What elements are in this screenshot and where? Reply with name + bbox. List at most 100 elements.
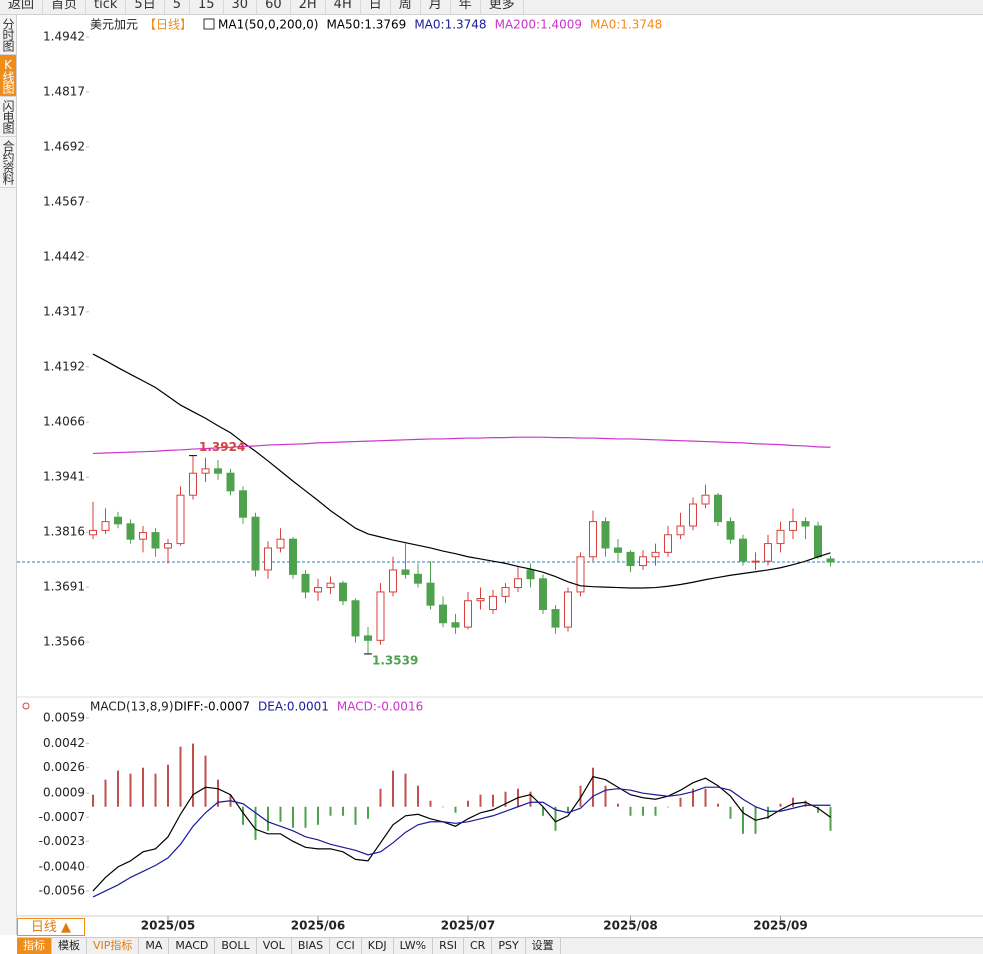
toolbar-button[interactable]: 月 [421,0,451,14]
toolbar-button[interactable]: 年 [451,0,481,14]
candle-body [639,556,647,567]
toolbar-button[interactable]: 更多 [481,0,524,14]
toolbar-button[interactable]: 4H [326,0,361,14]
legend-entry: MA0:1.3748 [590,18,662,32]
settings-icon[interactable] [22,702,30,710]
macd-bar [592,767,594,807]
candle-body [714,494,722,523]
macd-bar [442,806,444,808]
macd-bar [379,788,382,807]
macd-bar [692,788,694,807]
indicator-icon[interactable] [203,18,215,30]
indicator-tab[interactable]: CR [464,938,493,954]
toolbar-button[interactable]: 周 [391,0,421,14]
candle-body [664,534,672,553]
indicator-tab[interactable]: MACD [169,938,216,954]
indicator-tab[interactable]: KDJ [362,938,394,954]
macd-bar [117,770,119,807]
toolbar-button[interactable]: 5日 [126,0,165,14]
macd-bar [217,779,219,807]
y-tick-label: 1.4317 [43,304,85,318]
indicator-tab[interactable]: 设置 [526,938,561,954]
sidebar-tab[interactable]: 合约资料 [0,137,16,188]
indicator-tab[interactable]: PSY [492,938,526,954]
toolbar-button[interactable]: 日 [361,0,391,14]
y-tick-label: 1.4692 [43,139,85,153]
macd-bar [779,803,782,807]
y-tick-label: 0.0042 [43,736,85,750]
y-tick-label: 0.0009 [43,786,85,800]
macd-bar [504,791,507,807]
toolbar-button[interactable]: 返回 [0,0,44,14]
toolbar-button[interactable]: tick [86,0,127,14]
toolbar-button[interactable]: 2H [291,0,326,14]
candle-body [789,521,797,531]
candle-body [376,591,385,641]
toolbar: 返回 首页 tick 5日 5 15 30 60 2H 4H 日周月年更多 [0,0,983,15]
toolbar-button[interactable]: 60 [257,0,291,14]
y-tick-label: 0.0059 [43,711,85,725]
candle-body [226,472,235,492]
macd-bar [667,806,669,808]
ma-line [92,436,831,455]
candle-body [364,635,372,641]
legend-entry: MA50:1.3769 [326,18,406,32]
x-tick-label: 2025/06 [291,919,345,933]
period-button[interactable]: 日线 ▲ [17,918,85,936]
candle-body [551,609,560,628]
macd-line [92,775,831,892]
x-tick-label: 2025/05 [141,919,195,933]
sidebar-tab[interactable]: K线图 [0,55,16,97]
indicator-tab[interactable]: RSI [433,938,464,954]
indicator-tab[interactable]: MA [139,938,170,954]
macd-bar [804,800,807,807]
candle-body [676,525,685,536]
toolbar-button[interactable]: 30 [224,0,258,14]
y-tick-label: 0.0026 [43,760,85,774]
indicator-tab[interactable]: VIP指标 [87,938,140,954]
indicator-tab[interactable]: LW% [394,938,434,954]
macd-bar [567,806,569,813]
candle-body [601,521,610,549]
macd-bar [429,800,432,807]
macd-bar [417,785,419,807]
indicator-tab[interactable]: CCI [330,938,362,954]
macd-bar [192,743,194,807]
sidebar-tab[interactable]: 闪电图 [0,97,16,137]
indicator-tab[interactable]: BOLL [215,938,257,954]
legend-entry: DEA:0.0001 [258,700,329,714]
toolbar-button[interactable]: 首页 [43,0,87,14]
y-tick-label: -0.0040 [39,859,85,873]
y-tick-label: -0.0056 [39,883,85,897]
macd-bar [292,806,294,828]
toolbar-button[interactable]: 15 [190,0,224,14]
y-tick-label: 1.3566 [43,635,85,649]
macd-bar [792,797,794,807]
candle-body [489,595,497,611]
candle-body [726,521,735,540]
toolbar-button[interactable]: 5 [165,0,190,14]
y-tick-label: 1.4567 [43,194,85,208]
indicator-tab[interactable]: BIAS [292,938,331,954]
candle-body [414,573,422,584]
macd-bar [654,806,657,816]
y-tick-label: 1.3691 [43,580,85,594]
macd-bar [704,788,707,807]
candle-body [326,582,335,589]
x-tick-label: 2025/09 [753,919,807,933]
x-tick-label: 2025/08 [603,919,657,933]
macd-bar [717,803,719,807]
candle-body [126,523,135,540]
legend-entry: MACD:-0.0016 [337,700,423,714]
macd-bar [304,806,307,828]
candle-body [701,494,710,505]
indicator-tab[interactable]: 模板 [52,938,87,954]
y-tick-label: 1.4817 [43,84,85,98]
indicator-tab[interactable]: 指标 [17,938,52,954]
candle-body [589,521,597,558]
macd-bar [317,806,319,825]
candle-body [101,521,110,531]
sidebar-tab[interactable]: 分时图 [0,15,16,55]
indicator-tab[interactable]: VOL [257,938,292,954]
candle-body [764,543,772,562]
